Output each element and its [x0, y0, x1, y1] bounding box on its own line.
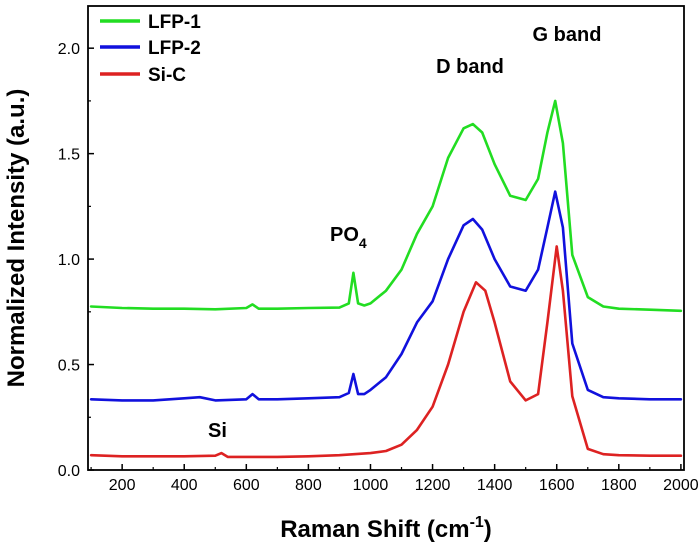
- y-tick-label: 0.0: [58, 463, 80, 480]
- x-tick-label: 1800: [601, 477, 637, 494]
- annotation-po4-main: PO: [330, 224, 359, 246]
- annotation-po4-sub: 4: [359, 235, 367, 251]
- legend: LFP-1 LFP-2 Si-C: [100, 12, 201, 86]
- x-axis-title-main: Raman Shift (cm: [280, 516, 469, 543]
- x-tick-label: 1600: [539, 477, 575, 494]
- annotation-d-band: D band: [436, 56, 504, 78]
- series-line-lfp-1: [89, 99, 683, 313]
- annotation-g-band: G band: [533, 24, 602, 46]
- legend-label-lfp-1: LFP-1: [148, 12, 201, 33]
- legend-label-si-c: Si-C: [148, 65, 186, 86]
- y-tick-label: 1.0: [58, 252, 80, 269]
- x-axis-title: Raman Shift (cm-1): [280, 514, 492, 543]
- x-tick-label: 800: [295, 477, 322, 494]
- y-axis-title: Normalized Intensity (a.u.): [3, 89, 30, 388]
- y-tick-label: 0.5: [58, 358, 80, 375]
- x-tick-label: 1400: [477, 477, 513, 494]
- series-line-si-c: [89, 245, 683, 459]
- x-tick-label: 2000: [663, 477, 699, 494]
- x-axis-title-tail: ): [484, 516, 492, 543]
- annotation-po4: PO4: [330, 224, 367, 251]
- series-line-lfp-2: [89, 190, 683, 402]
- legend-label-lfp-2: LFP-2: [148, 38, 201, 59]
- tick-layer: 200 400 600 800 1000 1200 1400 1600 1800 2000 0.0 0…: [58, 41, 699, 494]
- y-tick-label: 1.5: [58, 147, 80, 164]
- x-tick-label: 1000: [353, 477, 389, 494]
- x-tick-label: 600: [233, 477, 260, 494]
- x-tick-label: 400: [171, 477, 198, 494]
- series-layer: [89, 99, 683, 459]
- x-tick-label: 200: [109, 477, 136, 494]
- x-axis-title-sup: -1: [470, 514, 484, 531]
- y-tick-label: 2.0: [58, 41, 80, 58]
- plot-frame: [87, 5, 685, 471]
- annotation-si: Si: [208, 420, 227, 442]
- x-tick-label: 1200: [415, 477, 451, 494]
